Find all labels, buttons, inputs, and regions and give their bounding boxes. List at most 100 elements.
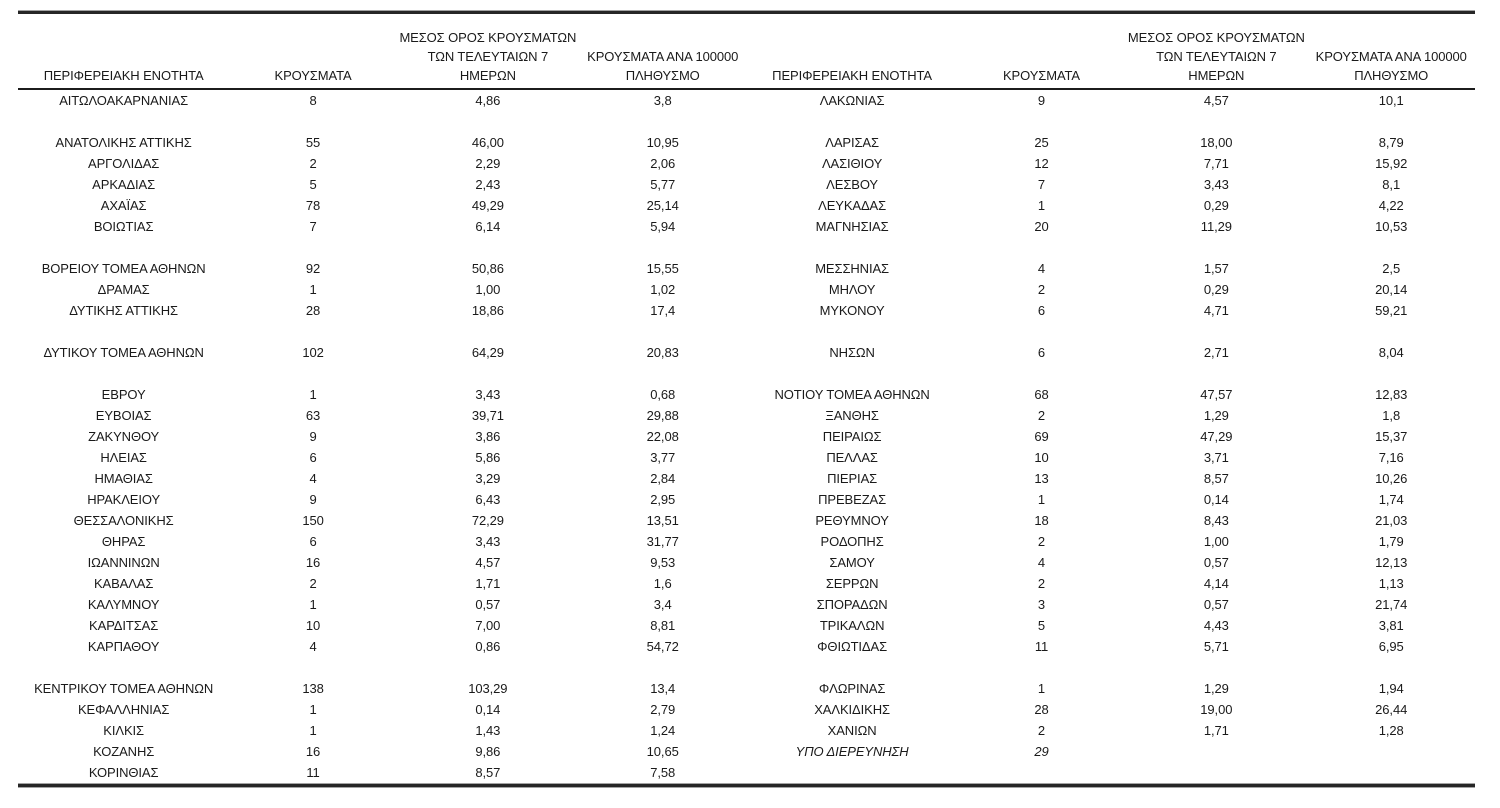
empty-cell xyxy=(958,111,1126,132)
left-region-cell: ΕΥΒΟΙΑΣ xyxy=(95,408,152,423)
table-body: ΑΙΤΩΛΟΑΚΑΡΝΑΝΙΑΣ 8 4,86 3,8 ΛΑΚΩΝΙΑΣ 9 4,57 10,… xyxy=(18,89,1475,783)
right-region-cell: ΠΙΕΡΙΑΣ xyxy=(827,471,878,486)
empty-cell xyxy=(958,237,1126,258)
right-cases-cell: 2 xyxy=(1037,408,1046,423)
left-header-per100k: ΚΡΟΥΣΜΑΤΑ ΑΝΑ 100000 ΠΛΗΘΥΣΜΟ xyxy=(578,14,747,90)
right-avg7-cell: 0,57 xyxy=(1203,597,1229,612)
left-region-cell: ΔΡΑΜΑΣ xyxy=(97,282,150,297)
right-per100k-cell: 12,83 xyxy=(1375,387,1408,402)
empty-cell xyxy=(746,237,957,258)
table-row: ΑΡΚΑΔΙΑΣ 5 2,43 5,77 ΛΕΣΒΟΥ 7 3,43 8,1 xyxy=(18,174,1475,195)
right-avg7-cell: 0,14 xyxy=(1203,492,1229,507)
right-per100k-cell xyxy=(1307,762,1475,783)
right-per100k-cell: 8,1 xyxy=(1382,177,1401,192)
right-per100k-cell: 20,14 xyxy=(1375,282,1408,297)
left-avg7-cell: 18,86 xyxy=(471,303,504,318)
left-region-cell: ΙΩΑΝΝΙΝΩΝ xyxy=(87,555,160,570)
table-row: ΑΝΑΤΟΛΙΚΗΣ ΑΤΤΙΚΗΣ 55 46,00 10,95 ΛΑΡΙΣΑΣ 25 1… xyxy=(18,132,1475,153)
right-region-cell: ΠΡΕΒΕΖΑΣ xyxy=(818,492,887,507)
left-cases-cell: 2 xyxy=(309,156,317,171)
left-cases-cell: 138 xyxy=(302,681,324,696)
left-cases-cell: 1 xyxy=(309,723,317,738)
left-avg7-cell: 3,43 xyxy=(475,387,501,402)
table-row: ΚΕΦΑΛΛΗΝΙΑΣ 1 0,14 2,79 ΧΑΛΚΙΔΙΚΗΣ 28 19,00 26,… xyxy=(18,699,1475,720)
empty-cell xyxy=(1307,321,1475,342)
empty-cell xyxy=(579,321,747,342)
left-cases-cell: 9 xyxy=(309,492,317,507)
left-region-cell: ΒΟΡΕΙΟΥ ΤΟΜΕΑ ΑΘΗΝΩΝ xyxy=(41,261,206,276)
empty-cell xyxy=(397,111,579,132)
right-region-cell: ΛΕΥΚΑΔΑΣ xyxy=(818,198,887,213)
left-avg7-cell: 3,29 xyxy=(475,471,501,486)
left-region-cell: ΗΡΑΚΛΕΙΟΥ xyxy=(87,492,161,507)
left-region-cell: ΘΕΣΣΑΛΟΝΙΚΗΣ xyxy=(73,513,174,528)
right-cases-cell: 29 xyxy=(1034,744,1049,759)
empty-cell xyxy=(579,657,747,678)
right-per100k-cell: 21,74 xyxy=(1375,597,1408,612)
left-per100k-cell: 9,53 xyxy=(650,555,676,570)
table-row: ΙΩΑΝΝΙΝΩΝ 16 4,57 9,53 ΣΑΜΟΥ 4 0,57 12,13 xyxy=(18,552,1475,573)
right-avg7-cell: 1,57 xyxy=(1203,261,1229,276)
empty-cell xyxy=(397,237,579,258)
right-per100k-cell: 1,28 xyxy=(1378,723,1404,738)
left-avg7-cell: 64,29 xyxy=(471,345,504,360)
right-region-cell: ΜΑΓΝΗΣΙΑΣ xyxy=(815,219,889,234)
table-row: ΚΕΝΤΡΙΚΟΥ ΤΟΜΕΑ ΑΘΗΝΩΝ 138 103,29 13,4 ΦΛΩΡΙ… xyxy=(18,678,1475,699)
left-header-avg7: ΜΕΣΟΣ ΟΡΟΣ ΚΡΟΥΣΜΑΤΩΝ ΤΩΝ ΤΕΛΕΥΤΑΙΩΝ 7 Η… xyxy=(396,14,579,90)
right-avg7-cell: 0,57 xyxy=(1203,555,1229,570)
left-cases-cell: 150 xyxy=(302,513,324,528)
left-avg7-cell: 46,00 xyxy=(471,135,504,150)
right-cases-cell: 20 xyxy=(1034,219,1049,234)
right-avg7-cell: 2,71 xyxy=(1203,345,1229,360)
table-row: ΚΑΡΔΙΤΣΑΣ 10 7,00 8,81 ΤΡΙΚΑΛΩΝ 5 4,43 3,81 xyxy=(18,615,1475,636)
spacer-row xyxy=(18,321,1475,342)
right-per100k-cell xyxy=(1307,741,1475,762)
right-region-cell: ΧΑΛΚΙΔΙΚΗΣ xyxy=(814,702,890,717)
left-cases-cell: 28 xyxy=(305,303,321,318)
left-per100k-cell: 10,65 xyxy=(646,744,679,759)
right-avg7-cell: 4,57 xyxy=(1203,93,1229,108)
right-cases-cell: 2 xyxy=(1037,576,1046,591)
left-per100k-cell: 2,79 xyxy=(650,702,676,717)
left-avg7-cell: 5,86 xyxy=(475,450,501,465)
left-per100k-cell: 1,24 xyxy=(650,723,676,738)
spacer-row xyxy=(18,237,1475,258)
right-cases-cell xyxy=(958,762,1126,783)
empty-cell xyxy=(746,657,957,678)
empty-cell xyxy=(1307,363,1475,384)
table-row: ΘΕΣΣΑΛΟΝΙΚΗΣ 150 72,29 13,51 ΡΕΘΥΜΝΟΥ 18 8,43 2… xyxy=(18,510,1475,531)
left-avg7-cell: 8,57 xyxy=(475,765,501,780)
right-avg7-cell: 1,71 xyxy=(1203,723,1229,738)
right-region-cell: ΡΟΔΟΠΗΣ xyxy=(820,534,884,549)
table-row: ΚΟΡΙΝΘΙΑΣ 11 8,57 7,58 xyxy=(18,762,1475,783)
right-per100k-cell: 10,53 xyxy=(1375,219,1408,234)
right-avg7-cell: 0,29 xyxy=(1203,282,1229,297)
left-per100k-cell: 10,95 xyxy=(646,135,679,150)
right-avg7-cell: 18,00 xyxy=(1200,135,1233,150)
left-per100k-cell: 15,55 xyxy=(646,261,679,276)
left-cases-cell: 1 xyxy=(309,282,317,297)
right-per100k-cell: 1,8 xyxy=(1382,408,1401,423)
table-row: ΚΑΒΑΛΑΣ 2 1,71 1,6 ΣΕΡΡΩΝ 2 4,14 1,13 xyxy=(18,573,1475,594)
right-cases-cell: 9 xyxy=(1037,93,1046,108)
left-per100k-cell: 29,88 xyxy=(646,408,679,423)
right-region-cell: ΦΛΩΡΙΝΑΣ xyxy=(818,681,886,696)
table-row: ΗΡΑΚΛΕΙΟΥ 9 6,43 2,95 ΠΡΕΒΕΖΑΣ 1 0,14 1,74 xyxy=(18,489,1475,510)
right-avg7-cell: 11,29 xyxy=(1200,219,1232,234)
left-per100k-cell: 13,4 xyxy=(650,681,676,696)
table-row: ΑΡΓΟΛΙΔΑΣ 2 2,29 2,06 ΛΑΣΙΘΙΟΥ 12 7,71 15,92 xyxy=(18,153,1475,174)
left-per100k-cell: 13,51 xyxy=(646,513,679,528)
left-region-cell: ΚΙΛΚΙΣ xyxy=(103,723,144,738)
left-cases-cell: 9 xyxy=(309,429,317,444)
right-avg7-cell: 0,29 xyxy=(1203,198,1229,213)
right-per100k-cell: 6,95 xyxy=(1378,639,1404,654)
table-row: ΔΥΤΙΚΗΣ ΑΤΤΙΚΗΣ 28 18,86 17,4 ΜΥΚΟΝΟΥ 6 4,71 59… xyxy=(18,300,1475,321)
right-region-cell: ΛΕΣΒΟΥ xyxy=(826,177,878,192)
right-avg7-cell: 8,57 xyxy=(1203,471,1229,486)
left-cases-cell: 55 xyxy=(305,135,321,150)
left-avg7-cell: 2,29 xyxy=(475,156,501,171)
empty-cell xyxy=(397,657,579,678)
right-header-cases: ΚΡΟΥΣΜΑΤΑ xyxy=(957,14,1126,90)
right-cases-cell: 10 xyxy=(1034,450,1049,465)
left-cases-cell: 102 xyxy=(302,345,324,360)
